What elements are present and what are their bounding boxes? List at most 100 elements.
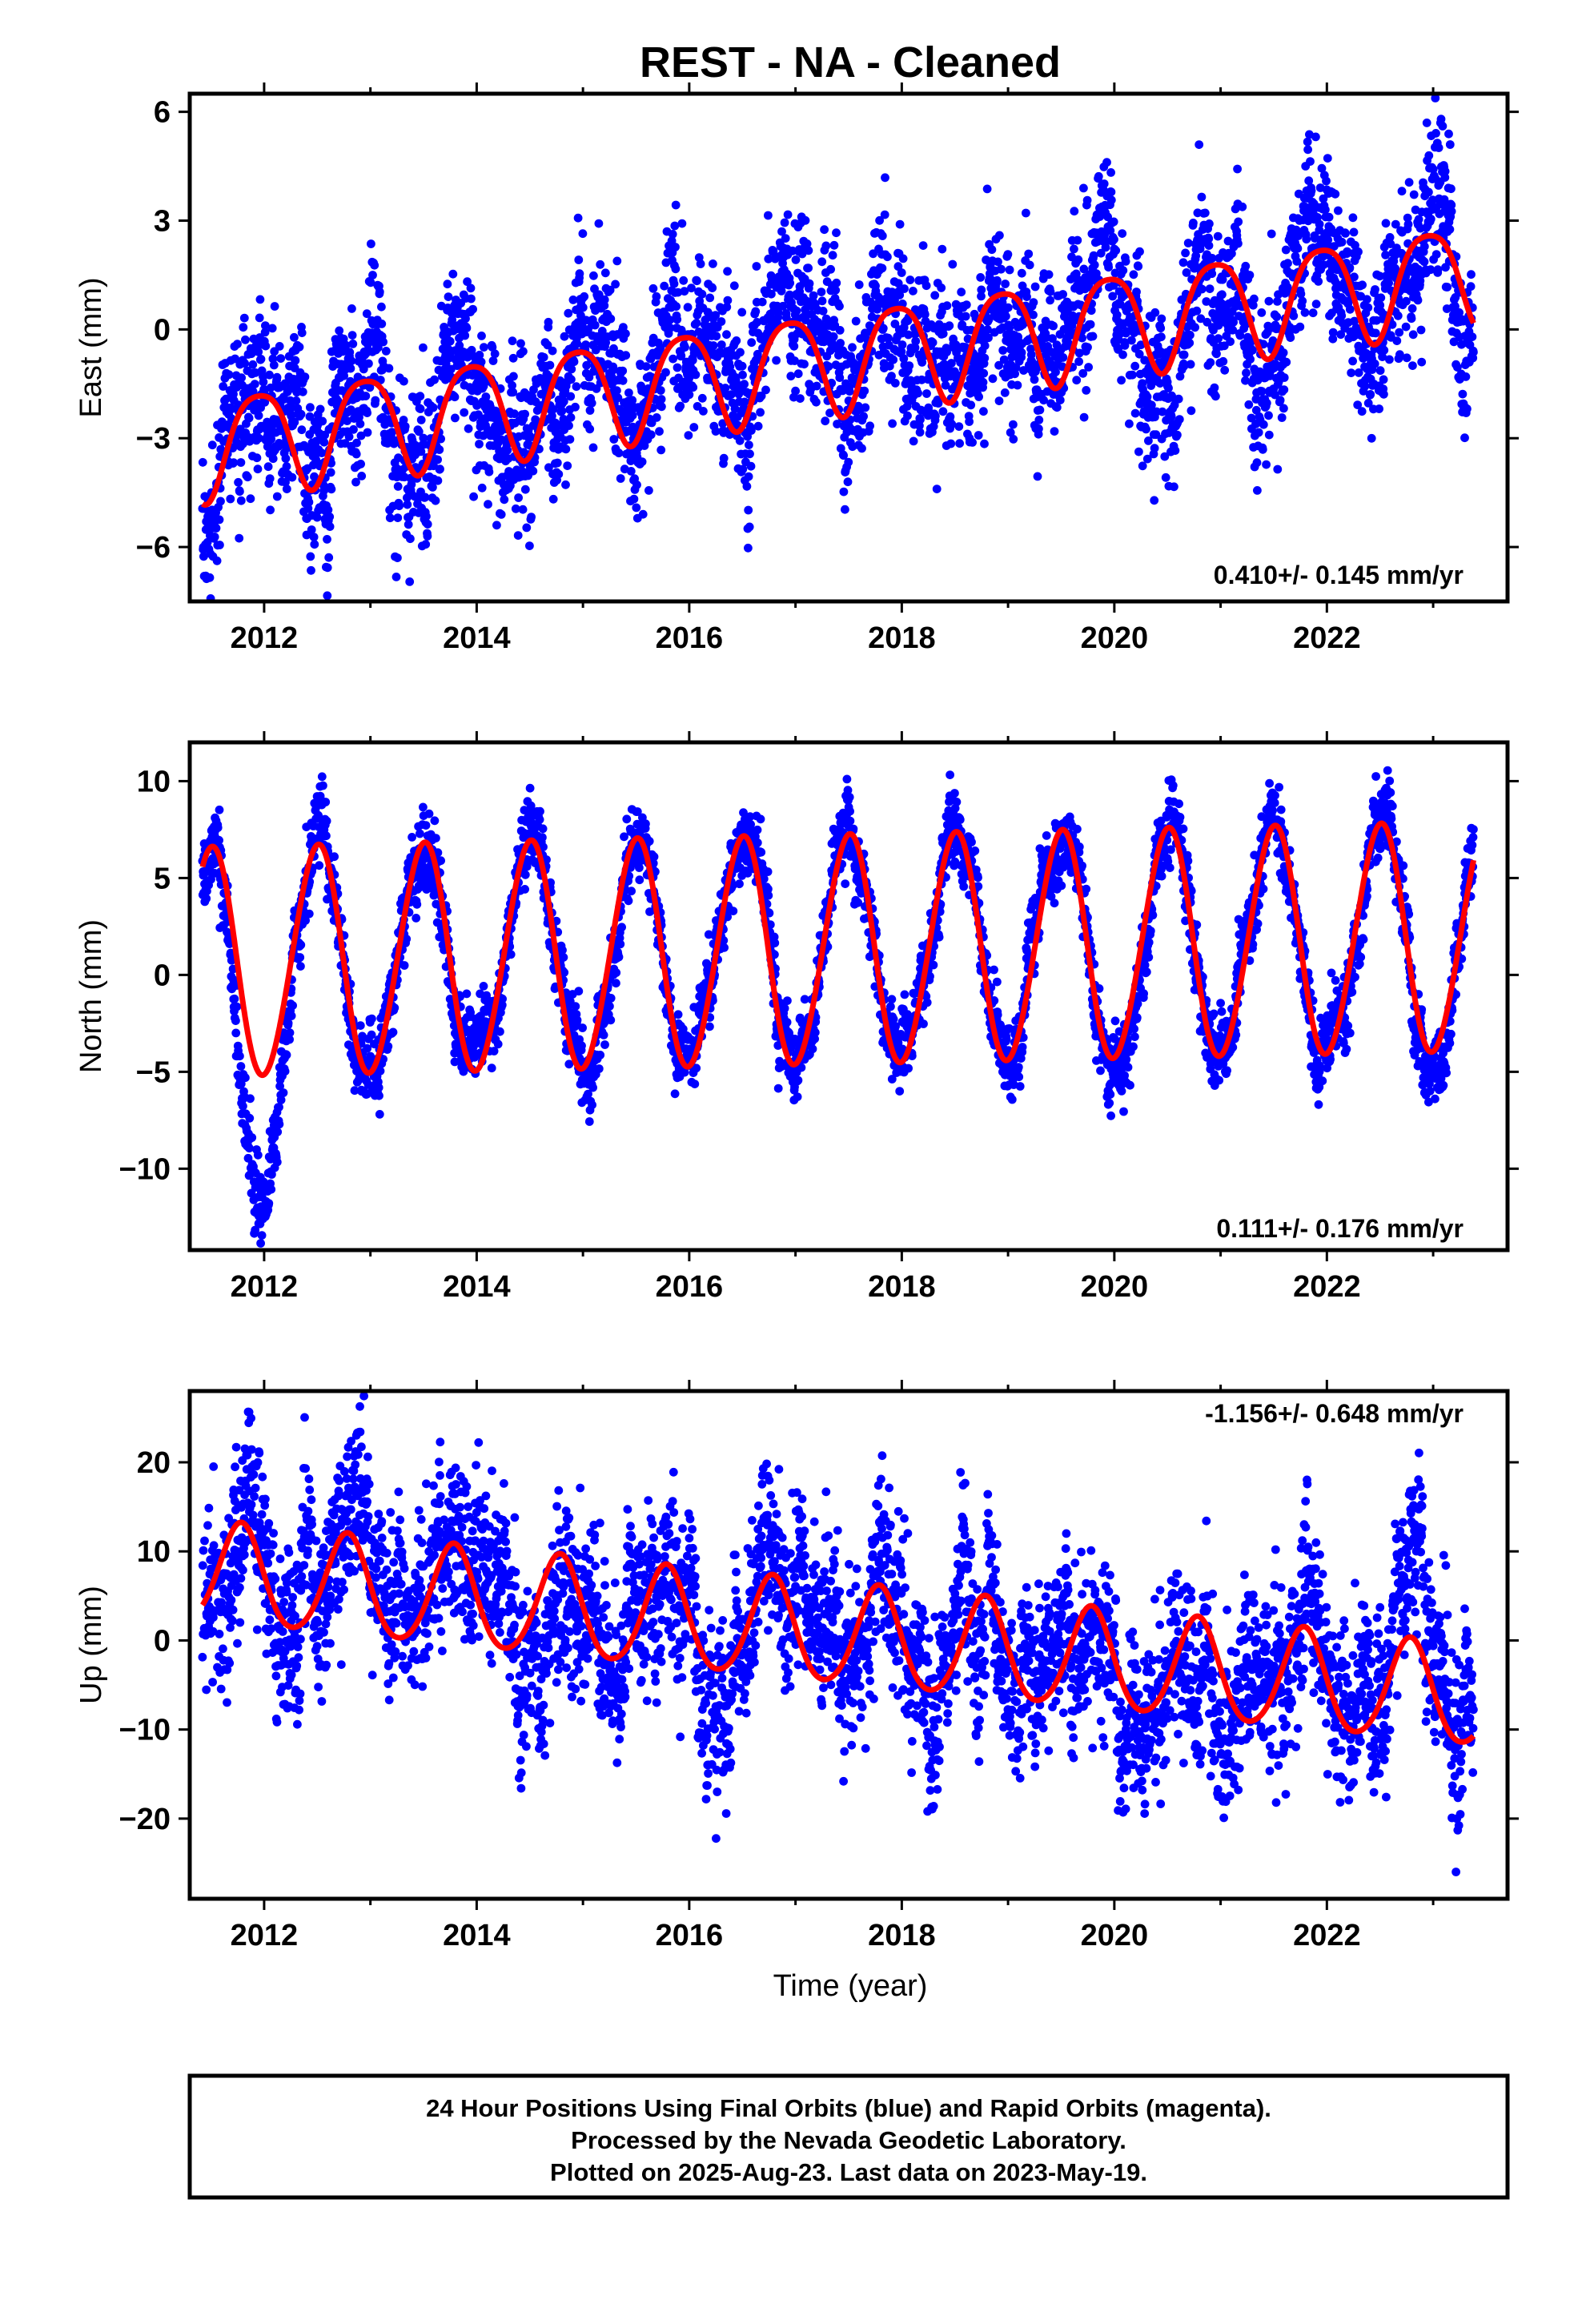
data-point [1426, 215, 1435, 223]
data-point [306, 552, 315, 561]
data-point [237, 373, 246, 383]
data-point [367, 1014, 376, 1023]
data-point [1130, 408, 1140, 418]
north-panel: 2012 2014 2016 2018 2020 2022−10−505100.111+/… [74, 731, 1519, 1304]
data-point [861, 403, 870, 412]
data-point [1082, 386, 1091, 395]
data-point [492, 521, 501, 530]
data-point [370, 260, 379, 270]
data-point [1467, 270, 1476, 279]
data-point [877, 231, 887, 240]
data-point [930, 291, 940, 300]
data-point [432, 834, 440, 842]
data-point [1206, 358, 1215, 367]
data-point [287, 472, 297, 482]
data-point [543, 340, 552, 350]
data-point [1371, 328, 1380, 338]
data-point [648, 283, 658, 293]
data-point [1070, 207, 1079, 216]
data-point [665, 324, 675, 332]
data-point [1211, 392, 1220, 401]
x-tick-label: 2012 [231, 621, 299, 655]
data-point [1074, 357, 1083, 366]
data-point [1281, 245, 1291, 255]
data-point [275, 1120, 284, 1129]
data-point [215, 515, 224, 525]
data-point [1402, 296, 1411, 306]
data-point [469, 492, 478, 501]
data-point [1314, 277, 1323, 286]
data-point [1445, 225, 1455, 234]
data-point [1178, 258, 1188, 267]
data-point [897, 340, 907, 349]
data-point [260, 328, 270, 337]
data-point [1334, 206, 1343, 215]
data-point [513, 531, 523, 540]
data-point [780, 218, 789, 227]
figure-title: REST - NA - Cleaned [640, 38, 1061, 86]
data-point [566, 412, 576, 422]
data-point [1002, 312, 1010, 321]
data-point [1311, 300, 1321, 309]
x-tick-label: 2020 [1081, 621, 1149, 655]
data-point [572, 339, 582, 348]
data-point [1200, 208, 1210, 218]
data-point [687, 283, 696, 293]
data-point [1000, 388, 1010, 397]
data-point [236, 496, 246, 505]
data-point [319, 437, 329, 447]
data-point [317, 772, 327, 782]
data-point [1354, 247, 1363, 256]
data-point [752, 262, 761, 271]
data-point [422, 512, 431, 521]
east-rate-label: 0.410+/- 0.145 mm/yr [1214, 561, 1464, 589]
data-point [1438, 122, 1447, 131]
data-point [309, 533, 319, 541]
data-point [414, 427, 424, 436]
data-point [857, 444, 866, 453]
data-point [1413, 296, 1423, 305]
data-point [1051, 368, 1060, 376]
data-point [198, 457, 207, 467]
data-point [1035, 405, 1045, 415]
data-point [668, 230, 677, 239]
data-point [319, 781, 327, 790]
data-point [307, 525, 316, 534]
data-point [250, 380, 259, 388]
data-point [227, 404, 237, 413]
data-point [1204, 241, 1214, 250]
data-point [257, 1231, 267, 1240]
data-point [239, 323, 248, 332]
data-point [848, 343, 857, 352]
data-point [1134, 447, 1143, 456]
data-point [431, 496, 440, 505]
data-point [272, 492, 282, 501]
data-point [946, 412, 955, 421]
data-point [270, 302, 279, 311]
data-point [255, 295, 265, 304]
data-point [379, 337, 387, 347]
data-point [1242, 368, 1251, 378]
data-point [349, 424, 358, 434]
data-point [1433, 265, 1443, 275]
data-point [829, 240, 839, 250]
data-point [211, 524, 221, 533]
data-point [998, 346, 1008, 355]
data-point [1082, 195, 1092, 205]
data-point [325, 522, 335, 531]
data-point [614, 448, 624, 458]
data-point [245, 1113, 255, 1123]
data-point [322, 816, 331, 826]
data-point [341, 340, 351, 350]
data-point [1142, 424, 1150, 434]
data-point [804, 246, 813, 255]
data-point [1186, 331, 1195, 340]
data-point [522, 523, 532, 533]
data-point [291, 356, 300, 365]
data-point [905, 361, 914, 370]
data-point [1030, 282, 1040, 292]
data-point [519, 347, 528, 356]
data-point [632, 503, 641, 513]
data-point [1220, 365, 1230, 375]
data-point [254, 348, 263, 356]
